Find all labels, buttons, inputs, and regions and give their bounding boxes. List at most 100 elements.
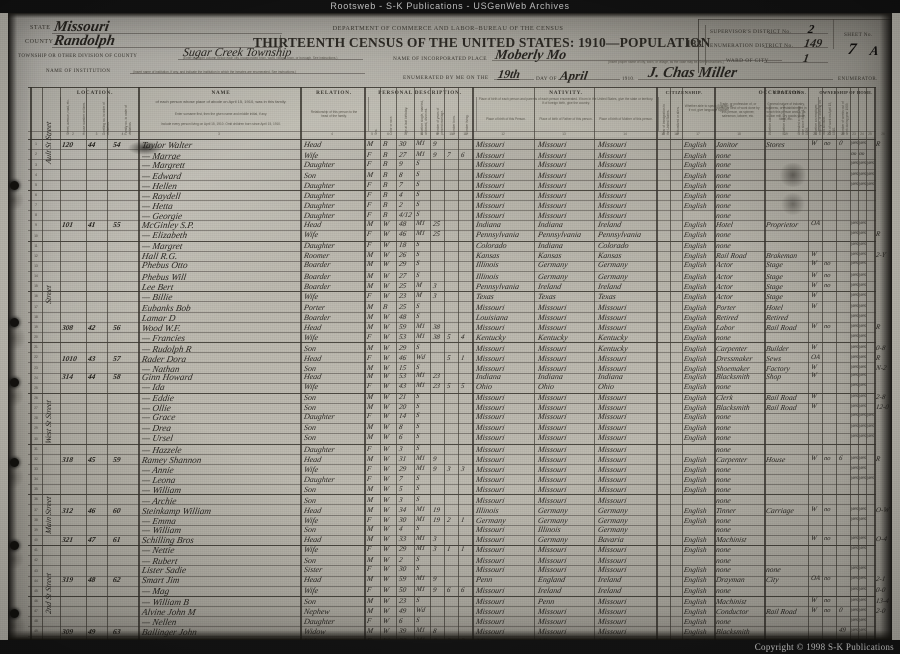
cell-value: F bbox=[366, 241, 373, 250]
occupation-sub-trade: Trade, or profession of, or particular k… bbox=[716, 102, 760, 118]
cell-value: Missouri bbox=[475, 210, 506, 220]
cell-value: Proprietor bbox=[765, 219, 799, 229]
cell-value: Missouri bbox=[475, 455, 506, 465]
cell-value: none bbox=[715, 190, 732, 200]
cell-value: 1 bbox=[460, 516, 466, 525]
cell-value: Boarder bbox=[303, 260, 332, 270]
cell-value: English bbox=[683, 190, 708, 200]
cell-value: B bbox=[382, 210, 389, 219]
line-number: 3 bbox=[35, 162, 37, 167]
cell-value: Kentucky bbox=[597, 343, 629, 353]
cell-value: English bbox=[683, 332, 708, 342]
form-number: 183 bbox=[686, 39, 702, 50]
column-number: 16 bbox=[674, 132, 678, 136]
cell-value: W bbox=[810, 281, 818, 289]
cell-value: 3 bbox=[432, 535, 438, 544]
cell-value: 56 bbox=[112, 323, 122, 333]
nativity-sub-person: Place of birth of this Person. bbox=[486, 117, 526, 121]
occupation-sub-outwork: Out of work on April 15, 1910. bbox=[828, 101, 836, 135]
cell-value: Missouri bbox=[597, 150, 628, 160]
cell-value: S bbox=[415, 180, 420, 188]
cell-value: Rader Dora bbox=[141, 353, 187, 364]
street-annotation: Street bbox=[44, 284, 53, 305]
cell-value: M1 bbox=[415, 585, 426, 593]
cell-value: S bbox=[415, 260, 420, 268]
cell-value: Germany bbox=[537, 535, 569, 545]
cell-value: no bbox=[823, 535, 831, 543]
cell-value: Missouri bbox=[537, 445, 568, 455]
cell-value: 14 bbox=[398, 412, 407, 421]
cell-value: Missouri bbox=[537, 402, 568, 412]
cell-value: 7 bbox=[398, 180, 404, 189]
cell-value: Missouri bbox=[475, 180, 506, 190]
column-number: 1 bbox=[50, 132, 52, 136]
enumerated-by-label: ENUMERATED BY ME ON THE bbox=[403, 75, 489, 81]
cell-value: — Ida bbox=[141, 382, 166, 393]
cell-value: yes bbox=[858, 575, 866, 581]
column-number: 17 bbox=[696, 132, 700, 136]
cell-value: W bbox=[810, 303, 818, 311]
cell-value: Missouri bbox=[475, 524, 506, 534]
cell-value: Missouri bbox=[537, 343, 568, 353]
cell-value: — Leona bbox=[141, 475, 177, 486]
cell-value: S bbox=[415, 402, 420, 410]
cell-value: Germany bbox=[537, 271, 569, 281]
cell-value: Ginn Howard bbox=[141, 372, 194, 383]
cell-value: — Margrett bbox=[141, 160, 186, 170]
cell-value: Missouri bbox=[475, 464, 506, 474]
cell-value: 23 bbox=[432, 372, 441, 381]
cell-value: S bbox=[415, 210, 420, 218]
punch-hole bbox=[10, 318, 19, 327]
cell-value: W bbox=[810, 606, 818, 614]
nativity-sub-father: Place of birth of Father of this person. bbox=[539, 117, 593, 121]
enumerated-month: April bbox=[558, 68, 589, 83]
cell-value: Kansas bbox=[597, 251, 623, 260]
cell-value: none bbox=[715, 241, 732, 251]
cell-value: W bbox=[382, 353, 390, 362]
cell-value: Hotel bbox=[715, 219, 734, 229]
cell-value: Phebus Will bbox=[141, 271, 187, 282]
cell-value: M bbox=[366, 271, 374, 280]
cell-value: English bbox=[683, 585, 708, 595]
cell-value: F bbox=[366, 201, 373, 210]
cell-value: English bbox=[683, 597, 708, 607]
cell-value: none bbox=[715, 485, 732, 494]
cell-value: 3 bbox=[446, 464, 452, 473]
cell-value: 8 bbox=[398, 422, 404, 431]
cell-value: Missouri bbox=[537, 455, 568, 465]
cell-value: Labor bbox=[715, 323, 736, 333]
cell-value: — Ursel bbox=[141, 433, 174, 444]
punch-hole bbox=[10, 181, 19, 190]
cell-value: Head bbox=[303, 506, 323, 516]
cell-value: City bbox=[765, 575, 780, 584]
cell-value: no bbox=[823, 323, 831, 331]
line-number: 48 bbox=[34, 619, 38, 624]
line-number: 24 bbox=[34, 375, 38, 380]
cell-value: Missouri bbox=[537, 545, 568, 555]
cell-value: yes bbox=[858, 271, 866, 278]
cell-value: 4 bbox=[398, 524, 404, 533]
cell-value: 19 bbox=[432, 506, 441, 515]
line-number: 17 bbox=[34, 304, 38, 309]
cell-value: Missouri bbox=[597, 422, 628, 432]
cell-value: Illinois bbox=[475, 506, 500, 516]
supervisor-district-label: SUPERVISOR'S DISTRICT No. bbox=[710, 29, 792, 35]
cell-value: English bbox=[683, 382, 708, 392]
cell-value: English bbox=[683, 323, 708, 333]
cell-value: none bbox=[715, 464, 732, 474]
cell-value: M bbox=[415, 292, 423, 300]
cell-value: W bbox=[382, 555, 390, 564]
column-number: 22 bbox=[841, 132, 845, 136]
cell-value: W bbox=[382, 617, 390, 626]
cell-value: W bbox=[382, 382, 390, 391]
cell-value: no bbox=[823, 606, 831, 614]
cell-value: S bbox=[415, 392, 420, 400]
group-personal-description: PERSONAL DESCRIPTION. bbox=[378, 90, 462, 96]
cell-value: Indiana bbox=[537, 241, 564, 251]
cell-value: 43 bbox=[398, 382, 407, 391]
cell-value: 38 bbox=[432, 332, 441, 341]
cell-value: none bbox=[715, 150, 732, 160]
cell-value: Pennsylvania bbox=[597, 230, 642, 240]
cell-value: M bbox=[366, 372, 374, 381]
cell-value: 57 bbox=[112, 353, 122, 363]
